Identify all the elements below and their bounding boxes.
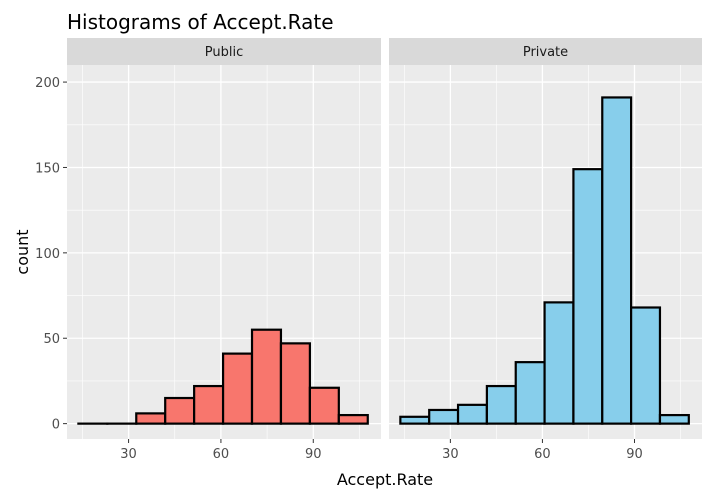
facet-panel-public: Public	[67, 38, 381, 439]
facet-strip	[67, 38, 381, 65]
y-tick-label: 50	[43, 332, 60, 347]
histogram-bar	[428, 408, 460, 425]
x-tick-label: 90	[305, 447, 322, 462]
histogram-bar	[658, 413, 690, 425]
histogram-bar	[221, 352, 254, 425]
histogram-bar	[164, 396, 196, 425]
y-axis-title: count	[13, 229, 32, 274]
histogram-bar	[456, 403, 488, 425]
x-axis-title: Accept.Rate	[337, 470, 433, 489]
histogram-bar	[572, 168, 604, 425]
histogram-bar	[630, 306, 662, 425]
y-tick-label: 100	[35, 247, 60, 262]
facet-strip-label: Public	[205, 45, 243, 60]
x-axes: 30 60 90 30 60 90	[120, 439, 643, 462]
histogram-bar	[514, 361, 546, 425]
x-tick-label: 60	[213, 447, 230, 462]
facet-panel-private: Private	[389, 38, 702, 439]
x-tick-label: 60	[534, 447, 551, 462]
histogram-bar	[543, 301, 575, 425]
x-tick-label: 30	[120, 447, 137, 462]
histogram-bar	[601, 96, 633, 425]
histogram-bar	[485, 384, 517, 425]
facet-strip-label: Private	[523, 45, 568, 60]
facet-strip	[389, 38, 702, 65]
y-tick-label: 200	[35, 76, 60, 91]
x-tick-label: 30	[442, 447, 459, 462]
y-axis: 0 50 100 150 200	[35, 76, 67, 433]
y-tick-label: 0	[52, 418, 60, 433]
histogram-bar	[279, 342, 311, 425]
y-tick-label: 150	[35, 161, 60, 176]
histogram-bar	[193, 384, 225, 425]
histogram-bar	[308, 386, 340, 425]
x-tick-label: 90	[626, 447, 643, 462]
histogram-bar	[135, 412, 167, 425]
chart-title: Histograms of Accept.Rate	[67, 10, 334, 34]
histogram-bar	[337, 413, 369, 425]
histogram-bar	[250, 328, 283, 425]
facet-panels: Public Private	[67, 38, 702, 439]
histogram-bar	[399, 415, 431, 425]
